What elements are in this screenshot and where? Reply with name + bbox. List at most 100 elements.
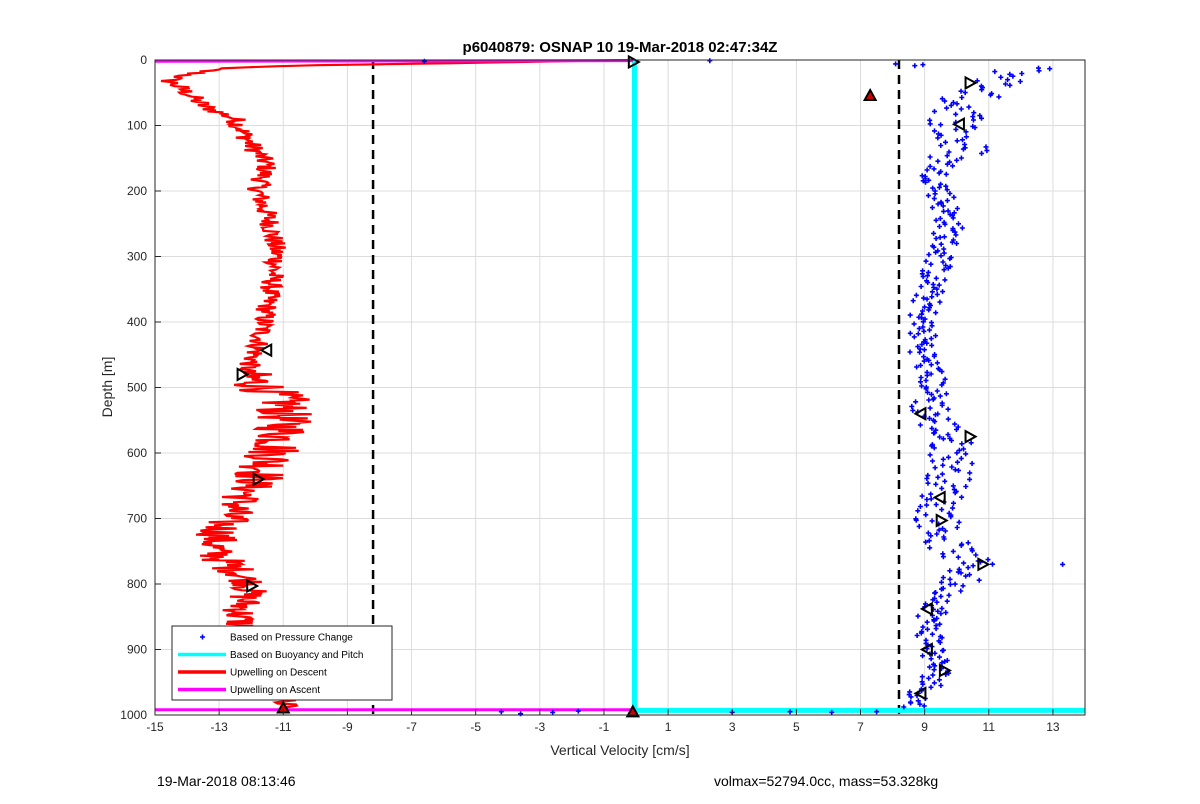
pressure-change-point (947, 576, 953, 582)
pressure-change-point (1019, 71, 1025, 76)
pressure-change-point (787, 709, 793, 715)
pressure-change-point (925, 269, 931, 275)
pressure-change-point (932, 128, 937, 134)
pressure-change-point (929, 342, 935, 348)
pressure-change-point (929, 294, 935, 300)
pressure-change-point (931, 430, 937, 436)
pressure-change-point (907, 312, 913, 318)
pressure-change-point (1007, 82, 1013, 88)
pressure-change-point (907, 349, 913, 355)
pressure-change-point (928, 336, 934, 342)
pressure-change-point (933, 427, 939, 433)
triangle-marker (964, 429, 978, 444)
pressure-change-point (940, 456, 946, 462)
pressure-change-point (925, 273, 930, 279)
triangle-marker (236, 367, 250, 382)
pressure-change-point (927, 163, 933, 169)
pressure-change-point (925, 389, 931, 395)
pressure-change-point (961, 446, 966, 452)
footer-timestamp: 19-Mar-2018 08:13:46 (157, 773, 296, 789)
pressure-change-point (915, 698, 921, 704)
pressure-change-point (927, 154, 933, 160)
pressure-change-point (934, 531, 940, 537)
pressure-change-point (988, 92, 993, 98)
pressure-change-point (934, 615, 940, 621)
pressure-change-point (938, 181, 944, 187)
pressure-change-point (958, 543, 964, 548)
pressure-change-point (940, 436, 946, 442)
pressure-change-point (936, 527, 942, 533)
pressure-change-point (967, 476, 973, 482)
pressure-change-point (926, 357, 932, 363)
pressure-change-point (913, 292, 919, 298)
pressure-change-point (910, 407, 916, 413)
pressure-change-point (956, 519, 962, 525)
pressure-change-point (928, 496, 934, 502)
pressure-change-point (933, 333, 939, 339)
pressure-change-point (919, 493, 925, 499)
pressure-change-point (931, 285, 937, 290)
pressure-change-point (939, 471, 945, 477)
pressure-change-point (954, 157, 960, 163)
pressure-change-point (950, 215, 956, 221)
pressure-change-point (928, 533, 934, 539)
pressure-change-point (934, 286, 940, 292)
pressure-change-point (974, 78, 980, 84)
pressure-change-point (943, 139, 948, 145)
pressure-change-point (940, 259, 946, 265)
pressure-change-point (937, 654, 942, 660)
pressure-change-point (956, 221, 961, 227)
pressure-change-point (929, 425, 935, 431)
pressure-change-point (923, 258, 929, 264)
pressure-change-point (929, 289, 935, 295)
pressure-change-point (920, 308, 925, 314)
pressure-change-point (958, 88, 964, 94)
pressure-change-point (1047, 66, 1053, 72)
pressure-change-point (926, 397, 932, 403)
pressure-change-point (927, 415, 932, 421)
pressure-change-point (966, 104, 972, 110)
pressure-change-point (874, 709, 880, 715)
pressure-change-point (940, 526, 946, 532)
pressure-change-point (938, 611, 944, 617)
pressure-change-point (998, 74, 1004, 80)
pressure-change-point (944, 161, 950, 167)
pressure-change-point (958, 106, 964, 112)
pressure-change-point (919, 674, 925, 680)
pressure-change-point (924, 372, 930, 378)
pressure-change-point (939, 507, 945, 513)
pressure-change-point (934, 360, 940, 366)
pressure-change-point (921, 703, 927, 709)
pressure-change-point (917, 504, 923, 509)
pressure-change-point (498, 709, 504, 715)
pressure-change-point (936, 677, 942, 683)
y-tick-label: 0 (140, 53, 147, 67)
pressure-change-point (910, 298, 916, 304)
triangle-marker (627, 54, 641, 70)
pressure-change-point (943, 391, 949, 397)
pressure-change-point (942, 98, 948, 104)
pressure-change-point (940, 554, 946, 560)
pressure-change-point (944, 105, 950, 111)
pressure-change-point (932, 590, 938, 596)
pressure-change-point (938, 122, 944, 128)
pressure-change-point (923, 386, 929, 392)
pressure-change-point (920, 324, 926, 330)
pressure-change-point (942, 528, 948, 534)
pressure-change-point (928, 261, 934, 267)
x-tick-label: -13 (210, 720, 228, 734)
pressure-change-point (915, 508, 921, 514)
pressure-change-point (942, 221, 948, 227)
pressure-change-point (942, 659, 948, 665)
pressure-change-point (911, 321, 917, 327)
pressure-change-point (952, 421, 958, 427)
pressure-change-point (575, 708, 581, 714)
pressure-change-point (1036, 68, 1042, 74)
pressure-change-point (916, 326, 922, 332)
x-tick-label: -5 (470, 720, 481, 734)
pressure-change-point (927, 664, 933, 670)
pressure-change-point (963, 134, 969, 140)
x-tick-label: 9 (921, 720, 928, 734)
pressure-change-point (928, 371, 934, 377)
x-tick-label: 13 (1046, 720, 1060, 734)
